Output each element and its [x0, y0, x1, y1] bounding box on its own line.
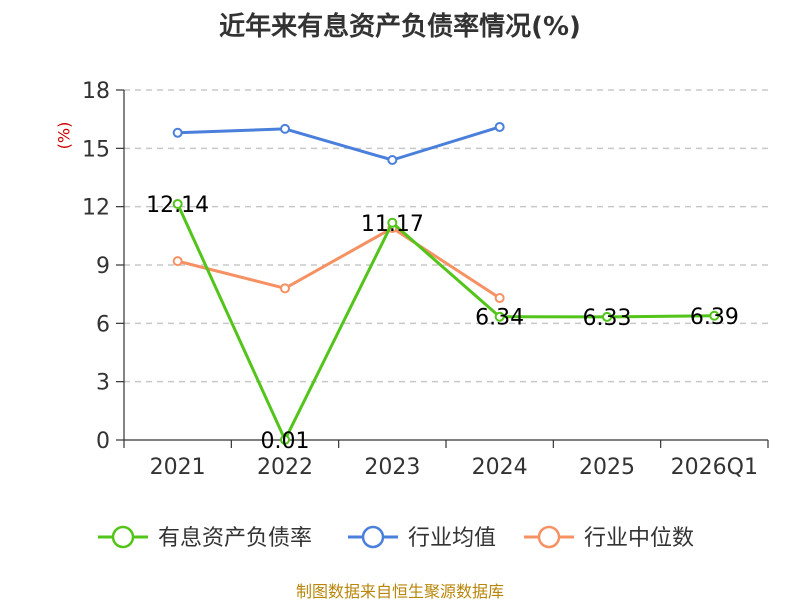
y-tick-label: 12 — [82, 196, 110, 221]
legend-label: 行业均值 — [408, 526, 496, 551]
data-label: 11.17 — [361, 212, 424, 237]
legend: 有息资产负债率 行业均值 行业中位数 — [98, 525, 694, 551]
x-tick-label: 2022 — [257, 455, 313, 480]
data-point — [494, 293, 505, 304]
data-point — [172, 127, 183, 138]
grid-lines — [124, 89, 768, 383]
data-point — [280, 283, 290, 294]
data-point — [494, 121, 505, 132]
source-note: 制图数据来自恒生聚源数据库 — [295, 582, 504, 601]
x-tick-label: 2023 — [364, 455, 420, 480]
x-tick-label: 2025 — [579, 455, 635, 480]
data-point — [387, 155, 398, 165]
data-point — [494, 311, 505, 322]
legend-swatch-marker — [537, 525, 561, 549]
series-line — [177, 125, 501, 162]
y-tick-label: 6 — [96, 312, 110, 337]
legend-swatch-marker — [361, 525, 385, 549]
data-point — [709, 310, 720, 321]
data-point — [172, 198, 183, 209]
legend-label: 有息资产负债率 — [158, 526, 312, 551]
x-tick-label: 2024 — [472, 455, 528, 480]
data-point — [280, 434, 290, 445]
y-tick-label: 15 — [82, 137, 110, 162]
axes: 0 3 6 9 12 15 18 2021 2022 2023 2024 2025 2026Q1 — [82, 79, 769, 480]
series-line — [176, 203, 715, 442]
series-lines — [172, 121, 720, 445]
data-label: 0.01 — [261, 429, 310, 454]
data-point — [280, 123, 290, 134]
y-tick-label: 3 — [96, 371, 110, 396]
data-label: 6.33 — [583, 306, 632, 331]
legend-label: 行业中位数 — [584, 526, 694, 551]
data-point — [602, 311, 612, 322]
data-label: 12.14 — [146, 193, 209, 218]
chart-title: 近年来有息资产负债率情况(%) — [219, 12, 581, 42]
data-point — [172, 256, 183, 267]
data-label: 6.39 — [690, 305, 739, 330]
x-tick-label: 2021 — [150, 455, 206, 480]
y-tick-label: 9 — [96, 254, 110, 279]
x-tick-label: 2026Q1 — [671, 455, 758, 480]
y-tick-label: 18 — [82, 79, 110, 104]
data-point — [387, 217, 398, 228]
legend-swatch-marker — [111, 525, 135, 549]
data-labels: 12.14 0.01 11.17 6.34 6.33 6.39 — [146, 193, 739, 454]
series-line — [177, 226, 501, 300]
data-label: 6.34 — [475, 306, 524, 331]
y-tick-label: 0 — [96, 429, 110, 454]
